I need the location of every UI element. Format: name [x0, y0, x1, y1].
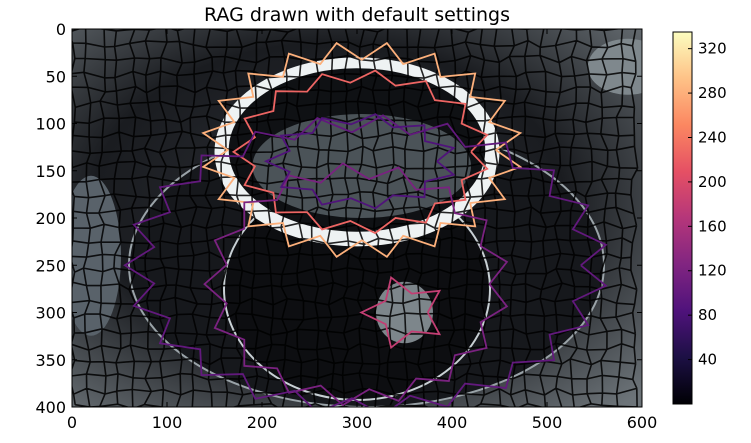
y-axis: 0 50 100 150 200 250 300 350 400 — [35, 20, 642, 417]
colorbar-tick-label: 120 — [698, 262, 727, 280]
y-tick-label: 250 — [35, 256, 66, 275]
colorbar-bar — [672, 31, 693, 405]
colorbar-tick-label: 320 — [698, 40, 727, 58]
highlight-top-right — [587, 38, 642, 95]
colorbar-tick-label: 280 — [698, 84, 727, 102]
rag-edges-cup-body — [203, 162, 509, 407]
rag-edges-rim-inner — [231, 69, 489, 235]
x-tick-label: 400 — [437, 413, 468, 432]
colorbar-tick-label: 40 — [698, 351, 717, 369]
y-tick-label: 50 — [46, 67, 66, 86]
rag-edges-spoon — [359, 275, 442, 350]
x-tick-label: 600 — [627, 413, 658, 432]
y-tick-label: 150 — [35, 162, 66, 181]
rag-edges-rim-outer — [201, 41, 523, 259]
y-tick-label: 300 — [35, 304, 66, 323]
x-tick-label: 500 — [532, 413, 563, 432]
rag-edges-coffee — [263, 113, 456, 210]
y-tick-label: 350 — [35, 351, 66, 370]
colorbar-tick-label: 160 — [698, 217, 727, 235]
chart-title: RAG drawn with default settings — [204, 4, 510, 26]
y-tick-label: 200 — [35, 209, 66, 228]
x-tick-label: 300 — [342, 413, 373, 432]
colorbar-tick-label: 240 — [698, 128, 727, 146]
x-tick-label: 200 — [247, 413, 278, 432]
y-tick-label: 400 — [35, 398, 66, 417]
colorbar-tick-label: 80 — [698, 306, 717, 324]
rag-edges — [123, 41, 608, 407]
x-tick-label: 0 — [67, 413, 77, 432]
x-axis: 0 100 200 300 400 500 600 — [67, 29, 657, 432]
x-tick-label: 100 — [152, 413, 183, 432]
plot-area — [72, 29, 642, 407]
y-tick-label: 0 — [56, 20, 66, 39]
colorbar: 40 80 120 160 200 240 280 320 — [672, 31, 727, 405]
colorbar-tick-label: 200 — [698, 173, 727, 191]
y-tick-label: 100 — [35, 115, 66, 134]
rag-edges-saucer — [123, 114, 608, 407]
